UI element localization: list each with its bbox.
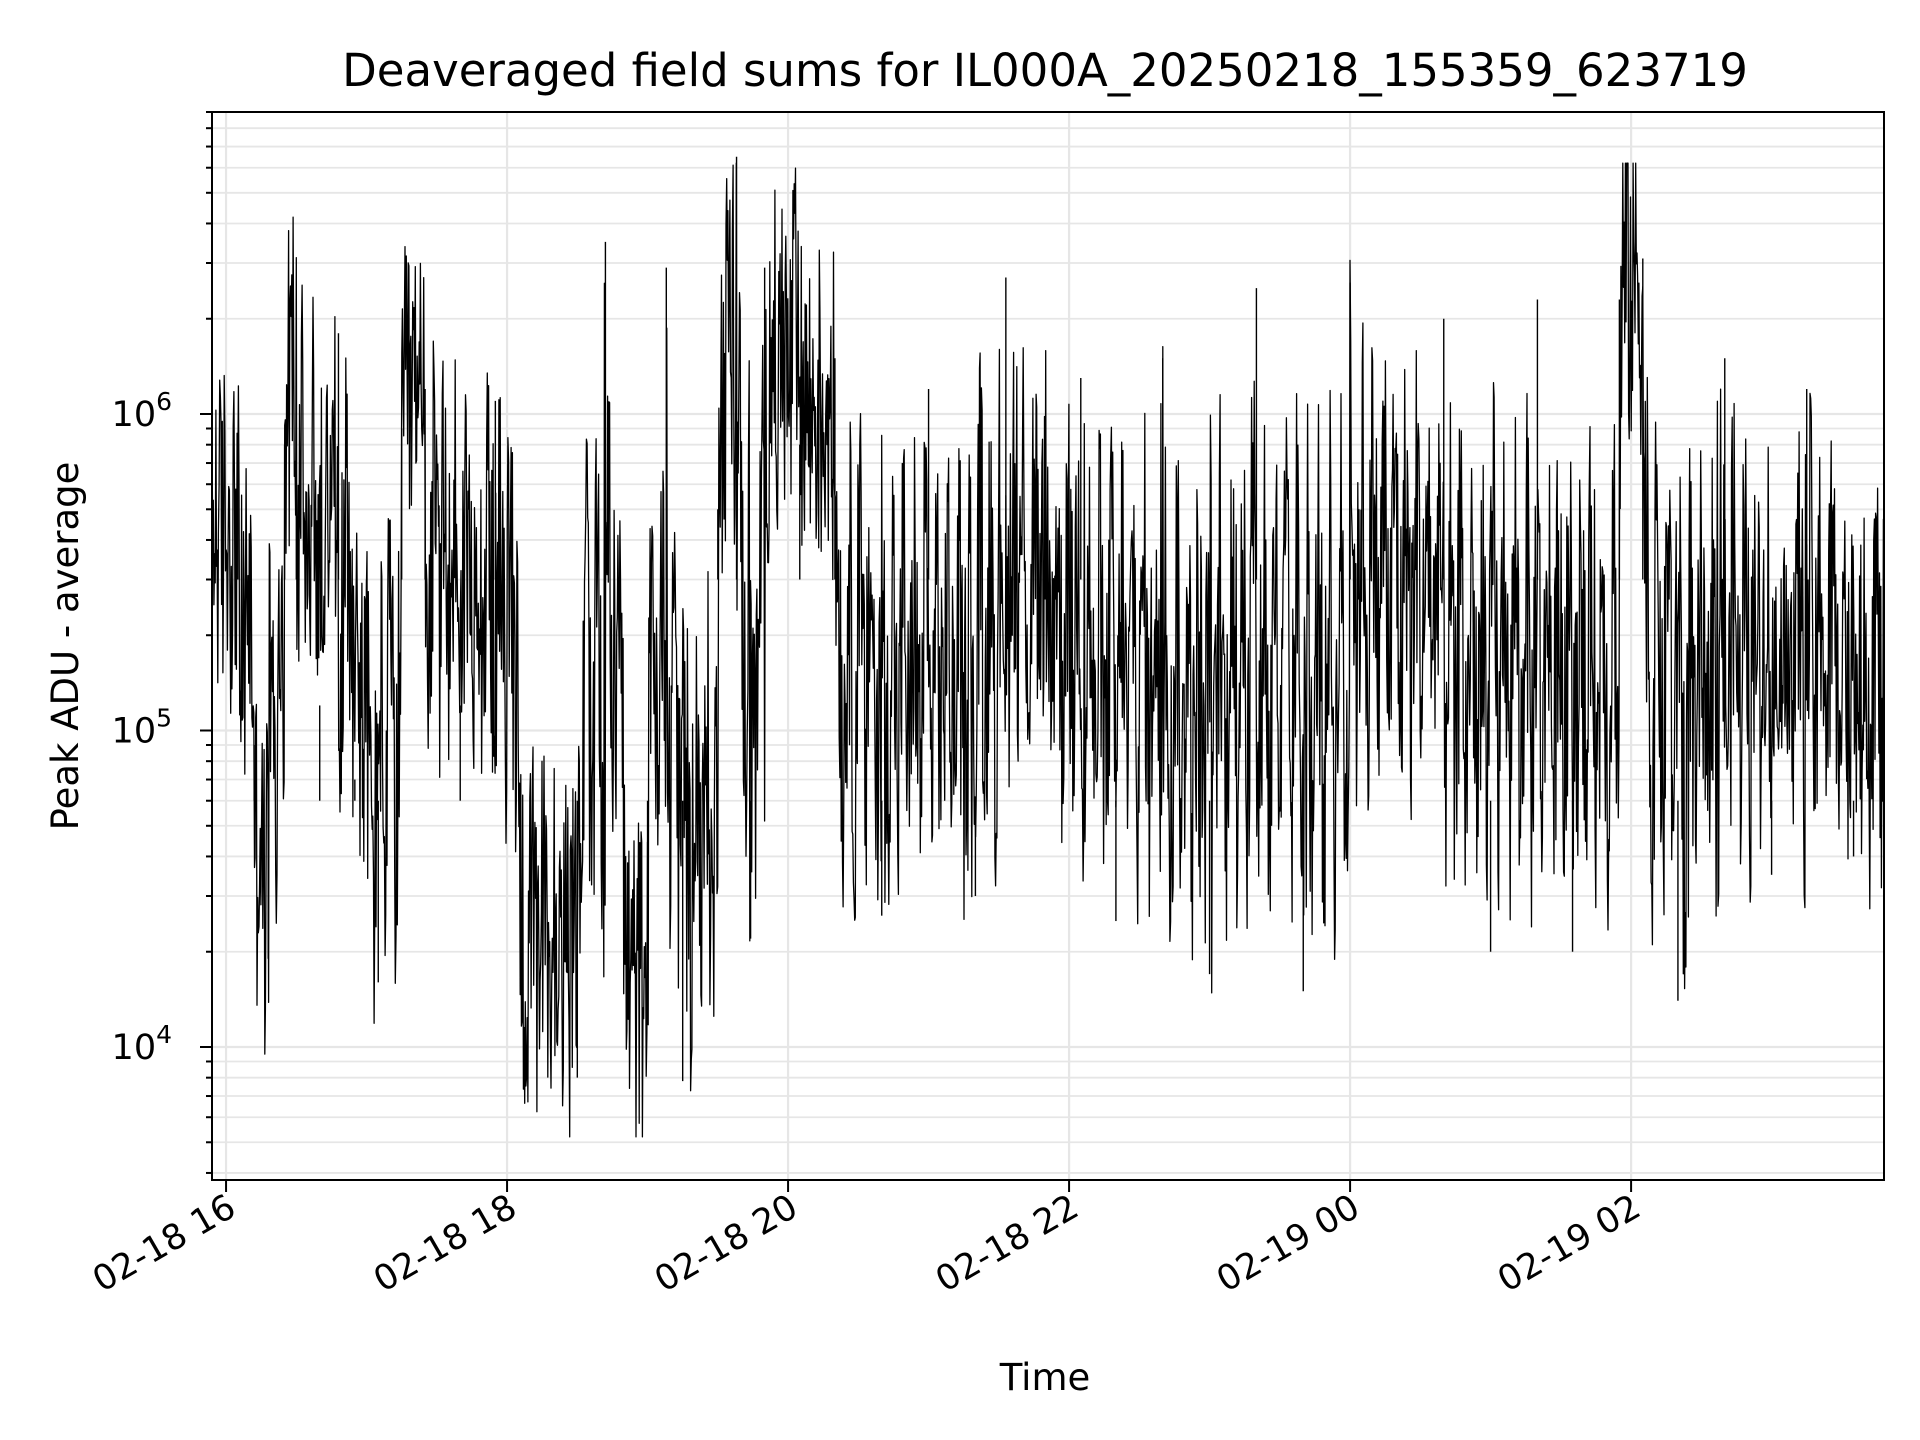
y-tick-label-exponent: 5 <box>156 704 172 733</box>
y-tick-label: 104 <box>112 1020 172 1068</box>
series-line <box>211 162 1885 1138</box>
y-tick-label: 106 <box>112 387 172 435</box>
y-tick-label-base: 10 <box>112 395 157 435</box>
y-tick-label-exponent: 6 <box>156 387 172 416</box>
y-axis-label: Peak ADU - average <box>44 462 87 831</box>
plot-area <box>211 156 1885 1138</box>
chart-title: Deaveraged field sums for IL000A_2025021… <box>342 44 1748 97</box>
y-tick-label: 105 <box>112 704 172 752</box>
y-tick-label-exponent: 4 <box>156 1020 172 1049</box>
y-tick-label-base: 10 <box>112 1028 157 1068</box>
plot-frame <box>211 111 1885 1181</box>
y-tick-label-base: 10 <box>112 712 157 752</box>
x-axis-label: Time <box>999 1356 1091 1399</box>
grid <box>212 111 1884 1180</box>
